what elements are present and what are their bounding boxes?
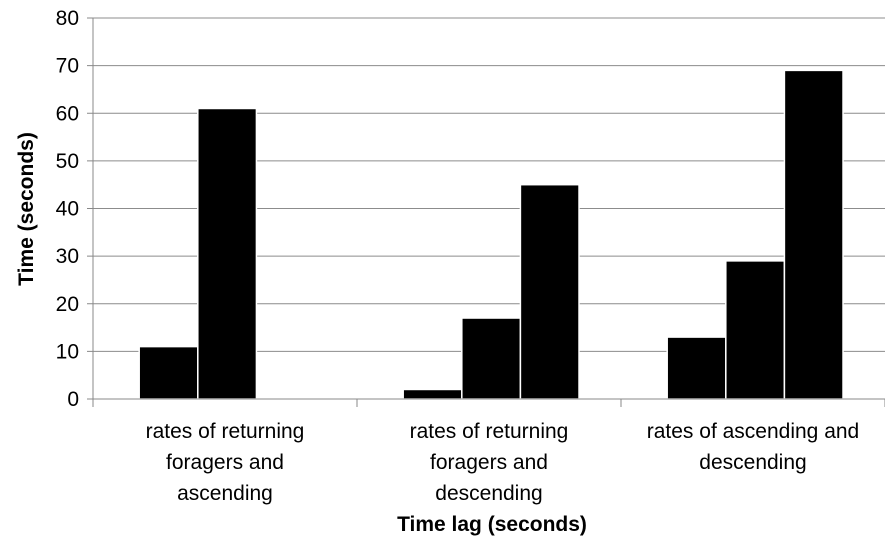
x-category-label: foragers and <box>430 451 548 474</box>
y-axis-title: Time (seconds) <box>15 132 38 286</box>
bar <box>197 107 258 400</box>
bar <box>402 388 463 400</box>
bar <box>461 317 522 400</box>
y-tick-label: 80 <box>56 7 79 30</box>
x-category-label: rates of ascending and <box>647 420 859 443</box>
bar <box>783 69 844 400</box>
x-axis-title: Time lag (seconds) <box>397 513 587 536</box>
bar <box>666 336 727 400</box>
y-tick-label: 30 <box>56 245 79 268</box>
y-tick-label: 50 <box>56 150 79 173</box>
x-category-label: descending <box>435 482 542 505</box>
axes <box>87 17 885 407</box>
bars <box>138 69 844 400</box>
y-tick-label: 0 <box>67 388 79 411</box>
x-category-label: foragers and <box>166 451 284 474</box>
y-tick-label: 20 <box>56 293 79 316</box>
bar <box>138 345 199 400</box>
x-category-label: ascending <box>177 482 273 505</box>
x-category-label: descending <box>699 451 806 474</box>
y-tick-label: 40 <box>56 198 79 221</box>
y-tick-labels: 0 10 20 30 40 50 60 70 80 <box>56 7 79 411</box>
y-tick-label: 60 <box>56 102 79 125</box>
bar <box>725 260 786 400</box>
x-category-label: rates of returning <box>410 420 569 443</box>
x-category-label: rates of returning <box>146 420 305 443</box>
bar <box>519 183 580 400</box>
y-tick-label: 70 <box>56 55 79 78</box>
x-category-labels: rates of returning foragers and ascending r… <box>146 420 860 505</box>
y-tick-label: 10 <box>56 340 79 363</box>
